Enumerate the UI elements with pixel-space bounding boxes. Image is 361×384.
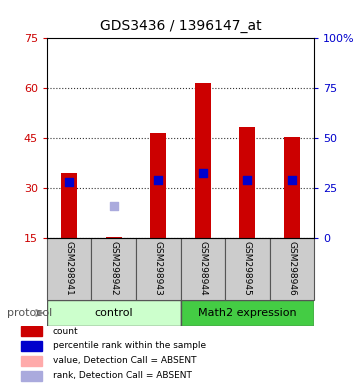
FancyBboxPatch shape [270, 238, 314, 300]
Bar [239, 127, 255, 238]
Text: GSM298946: GSM298946 [287, 242, 296, 296]
Text: GDS3436 / 1396147_at: GDS3436 / 1396147_at [100, 19, 261, 33]
Point [200, 170, 206, 176]
Bar [106, 237, 122, 238]
Bar [195, 83, 210, 238]
Text: GSM298945: GSM298945 [243, 242, 252, 296]
FancyBboxPatch shape [180, 238, 225, 300]
Point [111, 204, 117, 210]
Text: control: control [95, 308, 133, 318]
Bar [61, 173, 77, 238]
FancyBboxPatch shape [225, 238, 270, 300]
Text: Math2 expression: Math2 expression [198, 308, 297, 318]
Text: value, Detection Call = ABSENT: value, Detection Call = ABSENT [53, 356, 196, 366]
Point [289, 177, 295, 183]
Point [244, 177, 250, 183]
Bar [21, 356, 42, 366]
Text: percentile rank within the sample: percentile rank within the sample [53, 341, 206, 351]
FancyBboxPatch shape [136, 238, 180, 300]
Bar [151, 133, 166, 238]
FancyBboxPatch shape [47, 238, 91, 300]
Text: protocol: protocol [7, 308, 52, 318]
Point [66, 179, 72, 185]
Text: GSM298941: GSM298941 [65, 242, 74, 296]
Point [155, 177, 161, 183]
Bar [21, 326, 42, 336]
Text: count: count [53, 326, 78, 336]
Text: rank, Detection Call = ABSENT: rank, Detection Call = ABSENT [53, 371, 191, 381]
Bar [21, 371, 42, 381]
Text: GSM298944: GSM298944 [198, 242, 207, 296]
Bar [21, 341, 42, 351]
Text: GSM298943: GSM298943 [154, 242, 163, 296]
FancyBboxPatch shape [47, 300, 180, 326]
Text: GSM298942: GSM298942 [109, 242, 118, 296]
FancyBboxPatch shape [91, 238, 136, 300]
FancyBboxPatch shape [180, 300, 314, 326]
Bar [284, 137, 300, 238]
